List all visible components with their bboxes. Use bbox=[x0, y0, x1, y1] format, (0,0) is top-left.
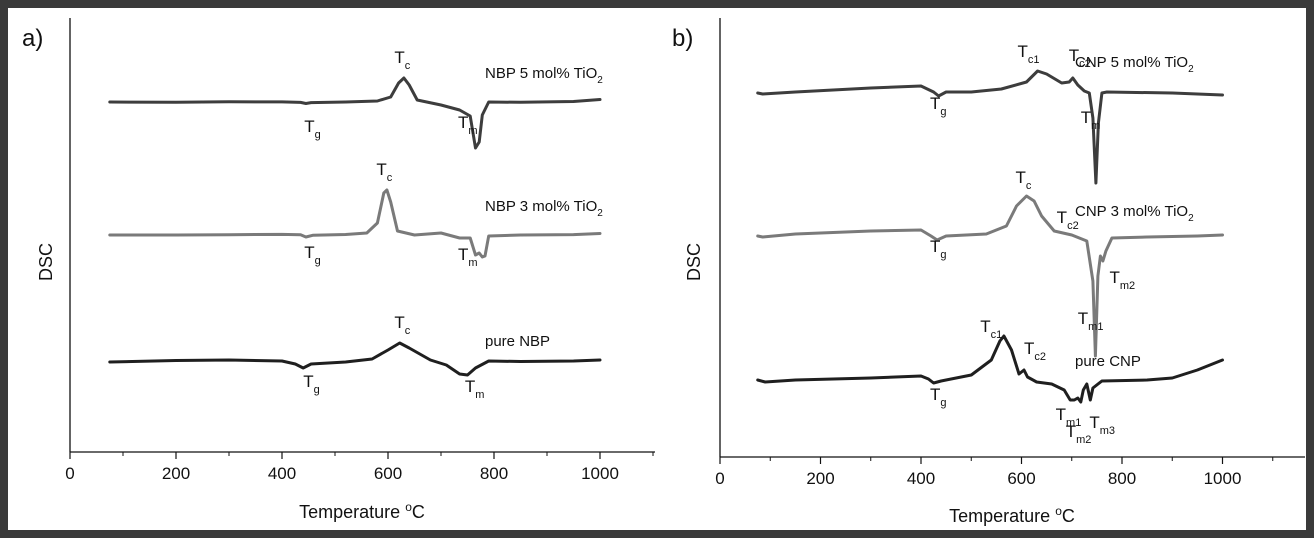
series-label: NBP 5 mol% TiO2 bbox=[485, 65, 603, 86]
panel-a-series-labels: NBP 5 mol% TiO2 NBP 3 mol% TiO2 pure NBP bbox=[485, 65, 603, 350]
peak-annotation: Tm1 bbox=[1056, 405, 1082, 429]
dsc-curve bbox=[756, 194, 1224, 358]
peak-annotation: Tc2 bbox=[1057, 208, 1079, 232]
panel-a-annotations: Tc Tg Tm Tc Tg Tm Tc Tg Tm bbox=[303, 48, 484, 401]
panel-b-label: b) bbox=[672, 25, 693, 52]
panel-b: b) DSC Temperature oC 0 200 400 600 800 1000 … bbox=[672, 18, 1305, 526]
peak-annotation: Tc bbox=[394, 48, 410, 72]
x-tick-label: 600 bbox=[374, 464, 402, 483]
panel-b-axes: 0 200 400 600 800 1000 bbox=[715, 18, 1305, 488]
x-tick-label: 400 bbox=[907, 469, 935, 488]
x-tick-label: 1000 bbox=[581, 464, 619, 483]
panel-b-xlabel: Temperature oC bbox=[949, 504, 1075, 526]
panel-a-curves bbox=[108, 76, 602, 377]
x-tick-label: 800 bbox=[480, 464, 508, 483]
panel-b-series-labels: CNP 5 mol% TiO2 CNP 3 mol% TiO2 pure CNP bbox=[1075, 54, 1194, 370]
dsc-curve bbox=[108, 188, 602, 259]
peak-annotation: Tc1 bbox=[1017, 42, 1039, 66]
dsc-curve bbox=[756, 69, 1224, 185]
peak-annotation: Tg bbox=[304, 243, 321, 267]
peak-annotation: Tg bbox=[930, 94, 947, 118]
panel-a-axes: 0 200 400 600 800 1000 bbox=[65, 18, 655, 483]
peak-annotation: Tg bbox=[930, 237, 947, 261]
peak-annotation: Tc bbox=[1015, 168, 1031, 192]
panel-a-xlabel: Temperature oC bbox=[299, 500, 425, 522]
peak-annotation: Tg bbox=[303, 372, 320, 396]
peak-annotation: Tc1 bbox=[980, 317, 1002, 341]
x-tick-label: 200 bbox=[162, 464, 190, 483]
panel-b-curves bbox=[756, 69, 1224, 404]
peak-annotation: Tm bbox=[465, 377, 485, 401]
dsc-curve bbox=[108, 76, 602, 150]
x-tick-label: 800 bbox=[1108, 469, 1136, 488]
dsc-curve bbox=[756, 334, 1224, 404]
panel-a-ylabel: DSC bbox=[36, 243, 56, 281]
peak-annotation: Tc2 bbox=[1024, 339, 1046, 363]
x-tick-label: 0 bbox=[65, 464, 74, 483]
peak-annotation: Tm2 bbox=[1109, 268, 1135, 292]
panel-b-ylabel: DSC bbox=[684, 243, 704, 281]
peak-annotation: Tm2 bbox=[1066, 422, 1092, 446]
peak-annotation: Tc bbox=[394, 313, 410, 337]
peak-annotation: Tg bbox=[930, 385, 947, 409]
series-label: pure NBP bbox=[485, 333, 550, 350]
x-tick-label: 0 bbox=[715, 469, 724, 488]
series-label: CNP 3 mol% TiO2 bbox=[1075, 203, 1194, 224]
panel-a: a) DSC Temperature oC 0 200 400 600 800 1000 … bbox=[22, 18, 655, 522]
dsc-curve bbox=[108, 341, 602, 377]
peak-annotation: Tm bbox=[1081, 108, 1101, 132]
peak-annotation: Tm bbox=[458, 113, 478, 137]
peak-annotation: Tm1 bbox=[1078, 309, 1104, 333]
peak-annotation: Tm3 bbox=[1089, 413, 1115, 437]
series-label: NBP 3 mol% TiO2 bbox=[485, 198, 603, 219]
series-label: pure CNP bbox=[1075, 353, 1141, 370]
x-tick-label: 200 bbox=[806, 469, 834, 488]
peak-annotation: Tg bbox=[304, 117, 321, 141]
peak-annotation: Tm bbox=[458, 245, 478, 269]
x-tick-label: 1000 bbox=[1204, 469, 1242, 488]
peak-annotation: Tc2 bbox=[1069, 46, 1091, 70]
peak-annotation: Tc bbox=[376, 160, 392, 184]
panel-a-label: a) bbox=[22, 25, 43, 52]
x-tick-label: 400 bbox=[268, 464, 296, 483]
x-tick-label: 600 bbox=[1007, 469, 1035, 488]
series-label: CNP 5 mol% TiO2 bbox=[1075, 54, 1194, 75]
